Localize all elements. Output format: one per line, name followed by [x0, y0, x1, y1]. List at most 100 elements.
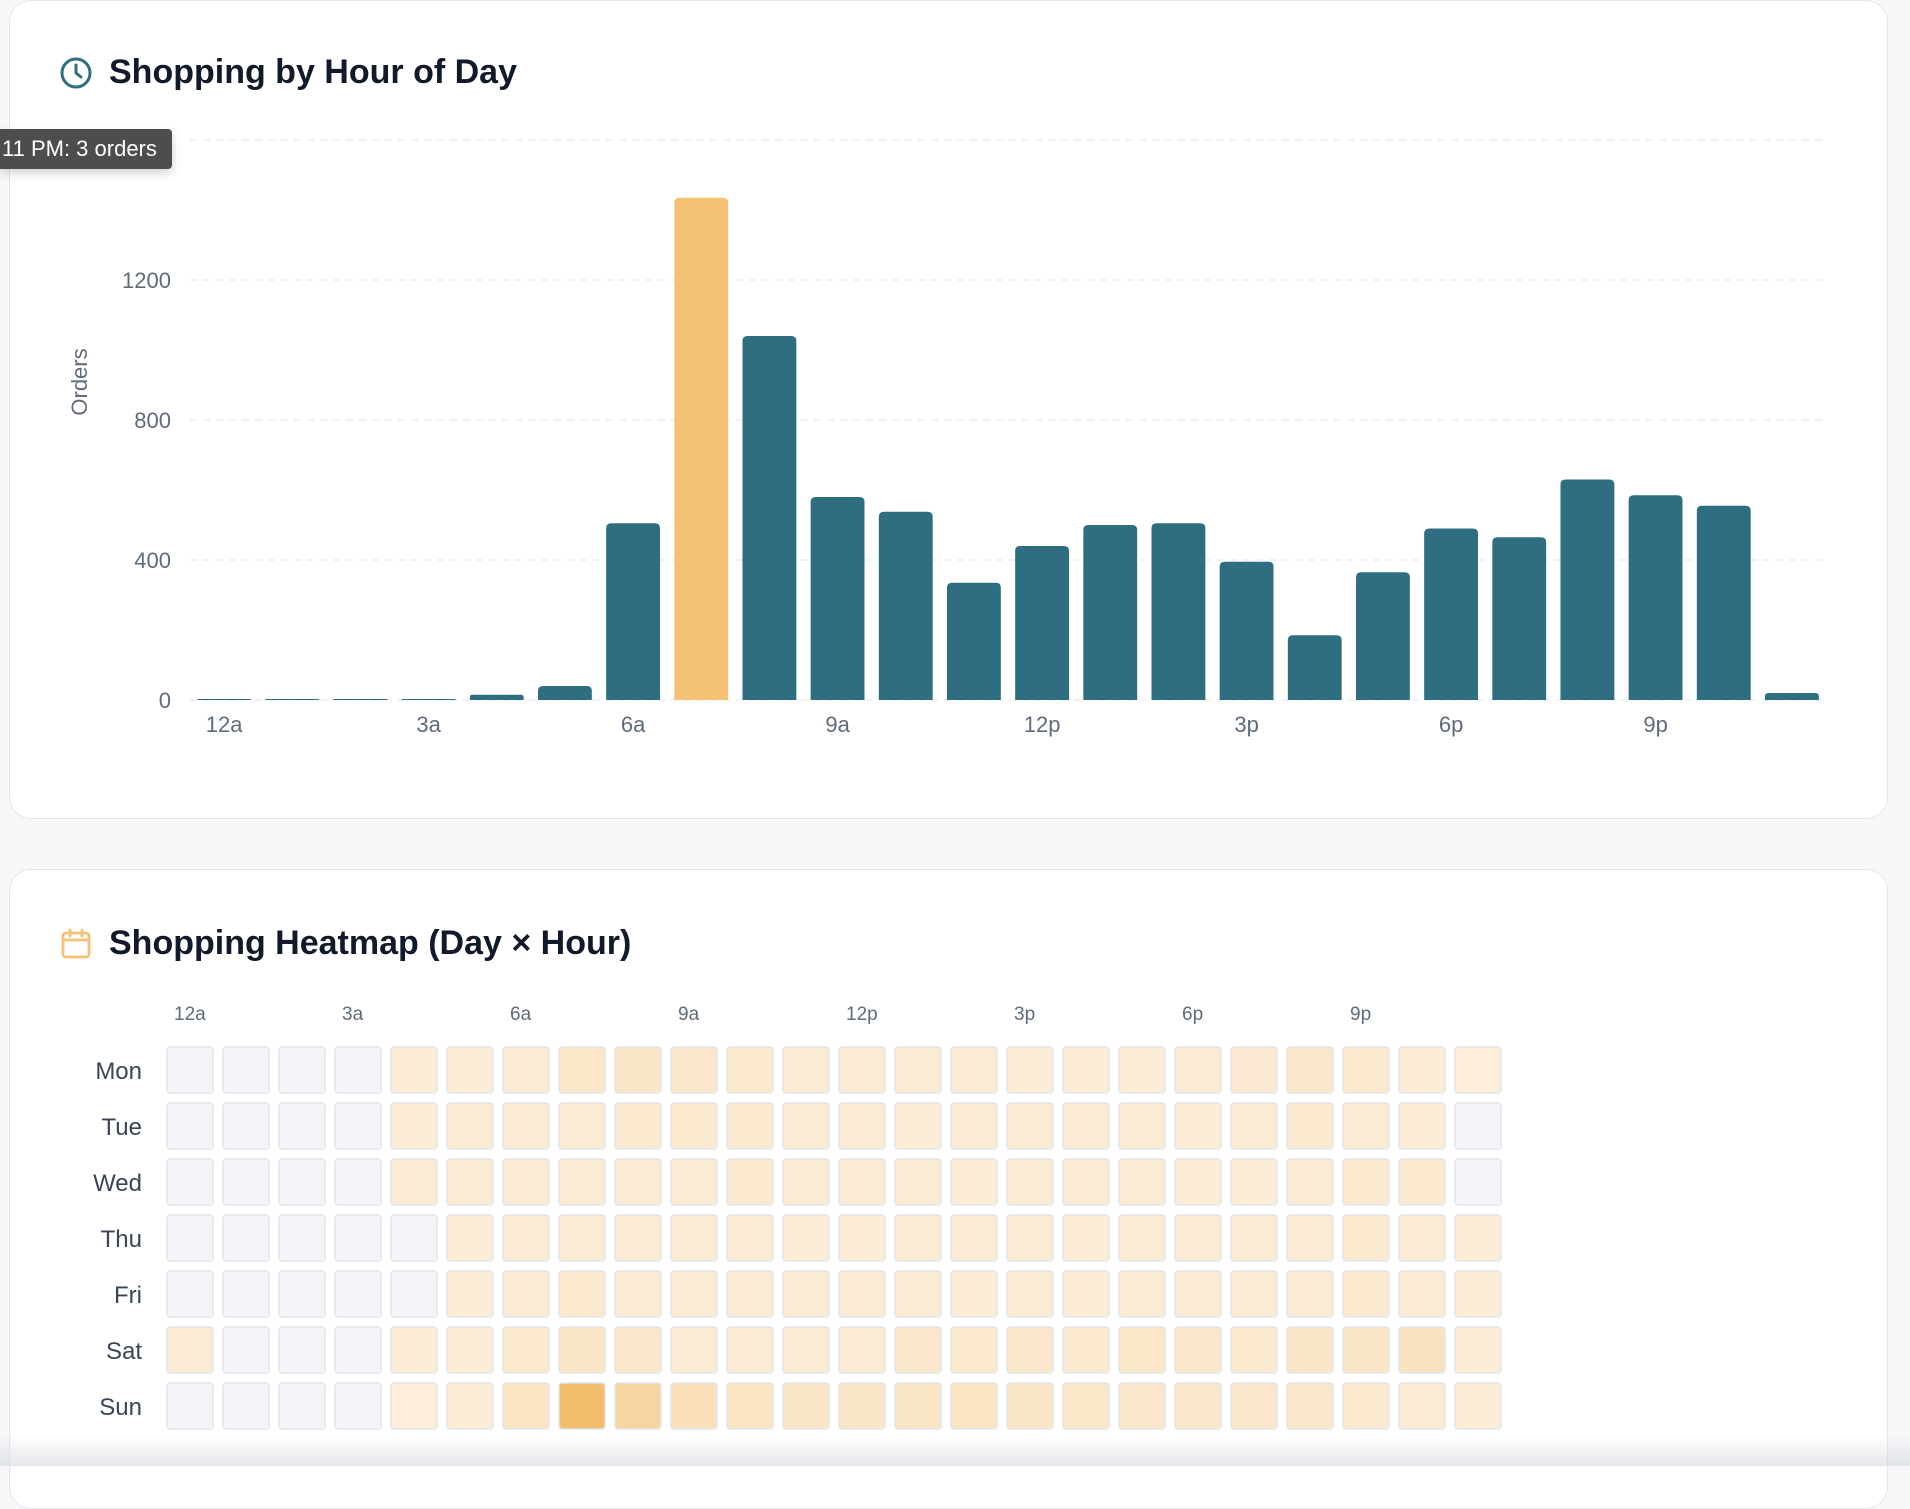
heat-cell-Thu-7p[interactable] — [1230, 1214, 1278, 1262]
heat-cell-Mon-8p[interactable] — [1286, 1046, 1334, 1094]
heat-cell-Sat-1p[interactable] — [894, 1326, 942, 1374]
heat-cell-Tue-3p[interactable] — [1006, 1102, 1054, 1150]
heat-cell-Wed-8a[interactable] — [614, 1158, 662, 1206]
heat-cell-Fri-4p[interactable] — [1062, 1270, 1110, 1318]
bar-5p[interactable] — [1355, 572, 1410, 700]
heat-cell-Wed-1p[interactable] — [894, 1158, 942, 1206]
heat-cell-Wed-8p[interactable] — [1286, 1158, 1334, 1206]
heat-cell-Wed-6p[interactable] — [1174, 1158, 1222, 1206]
heat-cell-Tue-7a[interactable] — [558, 1102, 606, 1150]
heat-cell-Fri-2p[interactable] — [950, 1270, 998, 1318]
heat-cell-Mon-1p[interactable] — [894, 1046, 942, 1094]
heat-cell-Tue-5a[interactable] — [446, 1102, 494, 1150]
heat-cell-Tue-8a[interactable] — [614, 1102, 662, 1150]
heat-cell-Mon-2a[interactable] — [278, 1046, 326, 1094]
heat-cell-Mon-6a[interactable] — [502, 1046, 550, 1094]
heat-cell-Sat-4a[interactable] — [390, 1326, 438, 1374]
heat-cell-Sun-6a[interactable] — [502, 1382, 550, 1430]
bar-2a[interactable] — [333, 699, 388, 700]
heat-cell-Mon-9a[interactable] — [670, 1046, 718, 1094]
heat-cell-Fri-12p[interactable] — [838, 1270, 886, 1318]
heat-cell-Fri-11p[interactable] — [1454, 1270, 1502, 1318]
bar-1a[interactable] — [265, 699, 320, 700]
heat-cell-Sun-10a[interactable] — [726, 1382, 774, 1430]
heat-cell-Fri-8p[interactable] — [1286, 1270, 1334, 1318]
heat-cell-Mon-10p[interactable] — [1398, 1046, 1446, 1094]
heat-cell-Fri-11a[interactable] — [782, 1270, 830, 1318]
heat-cell-Sun-8a[interactable] — [614, 1382, 662, 1430]
heat-cell-Mon-11a[interactable] — [782, 1046, 830, 1094]
heat-cell-Sat-3a[interactable] — [334, 1326, 382, 1374]
heat-cell-Thu-6a[interactable] — [502, 1214, 550, 1262]
heat-cell-Mon-1a[interactable] — [222, 1046, 270, 1094]
heat-cell-Wed-3p[interactable] — [1006, 1158, 1054, 1206]
heat-cell-Mon-3a[interactable] — [334, 1046, 382, 1094]
heat-cell-Sun-8p[interactable] — [1286, 1382, 1334, 1430]
bar-5a[interactable] — [537, 686, 592, 700]
heat-cell-Wed-10a[interactable] — [726, 1158, 774, 1206]
heat-cell-Wed-7p[interactable] — [1230, 1158, 1278, 1206]
heat-cell-Tue-7p[interactable] — [1230, 1102, 1278, 1150]
bar-1p[interactable] — [1083, 525, 1138, 700]
heat-cell-Tue-8p[interactable] — [1286, 1102, 1334, 1150]
heat-cell-Fri-5p[interactable] — [1118, 1270, 1166, 1318]
heat-cell-Sun-5p[interactable] — [1118, 1382, 1166, 1430]
bar-9a[interactable] — [810, 497, 865, 700]
heat-cell-Fri-10a[interactable] — [726, 1270, 774, 1318]
heat-cell-Sun-11p[interactable] — [1454, 1382, 1502, 1430]
heat-cell-Sat-5p[interactable] — [1118, 1326, 1166, 1374]
heat-cell-Wed-3a[interactable] — [334, 1158, 382, 1206]
heat-cell-Thu-8a[interactable] — [614, 1214, 662, 1262]
heat-cell-Sun-12p[interactable] — [838, 1382, 886, 1430]
heat-cell-Sat-5a[interactable] — [446, 1326, 494, 1374]
heat-cell-Fri-3p[interactable] — [1006, 1270, 1054, 1318]
heat-cell-Mon-12p[interactable] — [838, 1046, 886, 1094]
heat-cell-Sun-12a[interactable] — [166, 1382, 214, 1430]
bar-8p[interactable] — [1560, 479, 1615, 701]
heat-cell-Tue-12a[interactable] — [166, 1102, 214, 1150]
heat-cell-Thu-11a[interactable] — [782, 1214, 830, 1262]
heat-cell-Fri-7p[interactable] — [1230, 1270, 1278, 1318]
heat-cell-Sat-12p[interactable] — [838, 1326, 886, 1374]
heat-cell-Fri-8a[interactable] — [614, 1270, 662, 1318]
heat-cell-Sat-10p[interactable] — [1398, 1326, 1446, 1374]
heat-cell-Thu-3a[interactable] — [334, 1214, 382, 1262]
bar-7p[interactable] — [1492, 537, 1547, 700]
heat-cell-Tue-2a[interactable] — [278, 1102, 326, 1150]
bar-4p[interactable] — [1287, 635, 1342, 700]
heat-cell-Wed-7a[interactable] — [558, 1158, 606, 1206]
heat-cell-Fri-10p[interactable] — [1398, 1270, 1446, 1318]
heat-cell-Sun-4p[interactable] — [1062, 1382, 1110, 1430]
heat-cell-Tue-10p[interactable] — [1398, 1102, 1446, 1150]
heat-cell-Wed-5p[interactable] — [1118, 1158, 1166, 1206]
heat-cell-Tue-1a[interactable] — [222, 1102, 270, 1150]
heat-cell-Thu-10a[interactable] — [726, 1214, 774, 1262]
heat-cell-Sun-3a[interactable] — [334, 1382, 382, 1430]
heat-cell-Tue-11p[interactable] — [1454, 1102, 1502, 1150]
heat-cell-Fri-1p[interactable] — [894, 1270, 942, 1318]
heat-cell-Wed-9p[interactable] — [1342, 1158, 1390, 1206]
bar-12p[interactable] — [1015, 546, 1070, 700]
heat-cell-Wed-10p[interactable] — [1398, 1158, 1446, 1206]
heat-cell-Sun-11a[interactable] — [782, 1382, 830, 1430]
heat-cell-Thu-9p[interactable] — [1342, 1214, 1390, 1262]
heat-cell-Mon-5p[interactable] — [1118, 1046, 1166, 1094]
heat-cell-Mon-12a[interactable] — [166, 1046, 214, 1094]
heat-cell-Tue-3a[interactable] — [334, 1102, 382, 1150]
heat-cell-Sun-3p[interactable] — [1006, 1382, 1054, 1430]
heat-cell-Thu-12a[interactable] — [166, 1214, 214, 1262]
heat-cell-Thu-6p[interactable] — [1174, 1214, 1222, 1262]
heat-cell-Sun-1a[interactable] — [222, 1382, 270, 1430]
bar-3p[interactable] — [1219, 561, 1274, 700]
heat-cell-Fri-9a[interactable] — [670, 1270, 718, 1318]
heat-cell-Thu-2p[interactable] — [950, 1214, 998, 1262]
heat-cell-Thu-7a[interactable] — [558, 1214, 606, 1262]
heat-cell-Mon-11p[interactable] — [1454, 1046, 1502, 1094]
heat-cell-Wed-6a[interactable] — [502, 1158, 550, 1206]
heat-cell-Thu-9a[interactable] — [670, 1214, 718, 1262]
heat-cell-Sat-8a[interactable] — [614, 1326, 662, 1374]
heat-cell-Tue-4a[interactable] — [390, 1102, 438, 1150]
bar-6a[interactable] — [606, 523, 661, 700]
heat-cell-Mon-8a[interactable] — [614, 1046, 662, 1094]
heat-cell-Sat-9p[interactable] — [1342, 1326, 1390, 1374]
